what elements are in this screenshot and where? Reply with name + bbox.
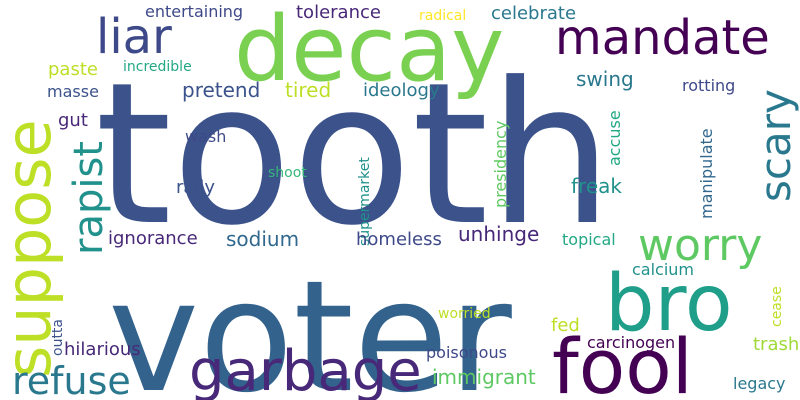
cloud-word: ignorance — [108, 228, 198, 249]
cloud-word: ideology — [363, 80, 440, 101]
cloud-word: sodium — [226, 227, 299, 251]
cloud-word: hilarious — [64, 339, 141, 360]
cloud-word: scary — [751, 89, 800, 202]
cloud-word: tired — [285, 78, 331, 102]
cloud-word: tolerance — [296, 2, 381, 23]
cloud-word: rapist — [66, 141, 112, 255]
cloud-word: worry — [638, 220, 762, 271]
cloud-word: legacy — [733, 374, 786, 393]
cloud-word: supermarket — [357, 157, 373, 246]
cloud-word: liar — [96, 9, 172, 65]
cloud-word: poisonous — [426, 343, 507, 362]
cloud-word: carcinogen — [587, 333, 675, 352]
cloud-word: radical — [419, 8, 466, 24]
cloud-word: homeless — [356, 229, 442, 250]
cloud-word: outta — [50, 319, 66, 356]
cloud-word: rotting — [682, 76, 735, 95]
cloud-word: decay — [234, 0, 504, 102]
cloud-word: rally — [176, 177, 215, 198]
cloud-word: fed — [551, 315, 580, 336]
cloud-word: trash — [753, 334, 799, 355]
cloud-word: mandate — [555, 10, 770, 66]
cloud-word: incredible — [123, 59, 192, 75]
cloud-word: masse — [47, 82, 99, 101]
cloud-word: voter — [108, 248, 512, 400]
cloud-word: refuse — [12, 359, 131, 400]
cloud-word: fool — [552, 322, 693, 400]
cloud-word: freak — [571, 174, 622, 198]
cloud-word: calcium — [632, 260, 694, 279]
cloud-word: celebrate — [491, 3, 576, 24]
cloud-word: suppose — [0, 119, 65, 378]
cloud-word: accuse — [605, 110, 624, 166]
cloud-word: manipulate — [697, 128, 716, 219]
cloud-word: garbage — [189, 339, 422, 400]
cloud-word: immigrant — [432, 365, 536, 389]
cloud-word: cease — [769, 286, 785, 327]
cloud-word: worried — [438, 306, 491, 322]
cloud-word: topical — [562, 230, 616, 249]
cloud-word: shoot — [268, 165, 307, 181]
cloud-word: wash — [185, 127, 226, 146]
cloud-word: paste — [48, 59, 98, 80]
cloud-word: unhinge — [458, 222, 539, 246]
cloud-word: swing — [576, 67, 634, 91]
cloud-word: presidency — [491, 121, 510, 208]
cloud-word: pretend — [182, 78, 260, 102]
cloud-word: tooth — [95, 41, 613, 269]
cloud-word: gut — [58, 110, 88, 131]
cloud-word: bro — [605, 259, 733, 349]
cloud-word: entertaining — [145, 2, 243, 21]
